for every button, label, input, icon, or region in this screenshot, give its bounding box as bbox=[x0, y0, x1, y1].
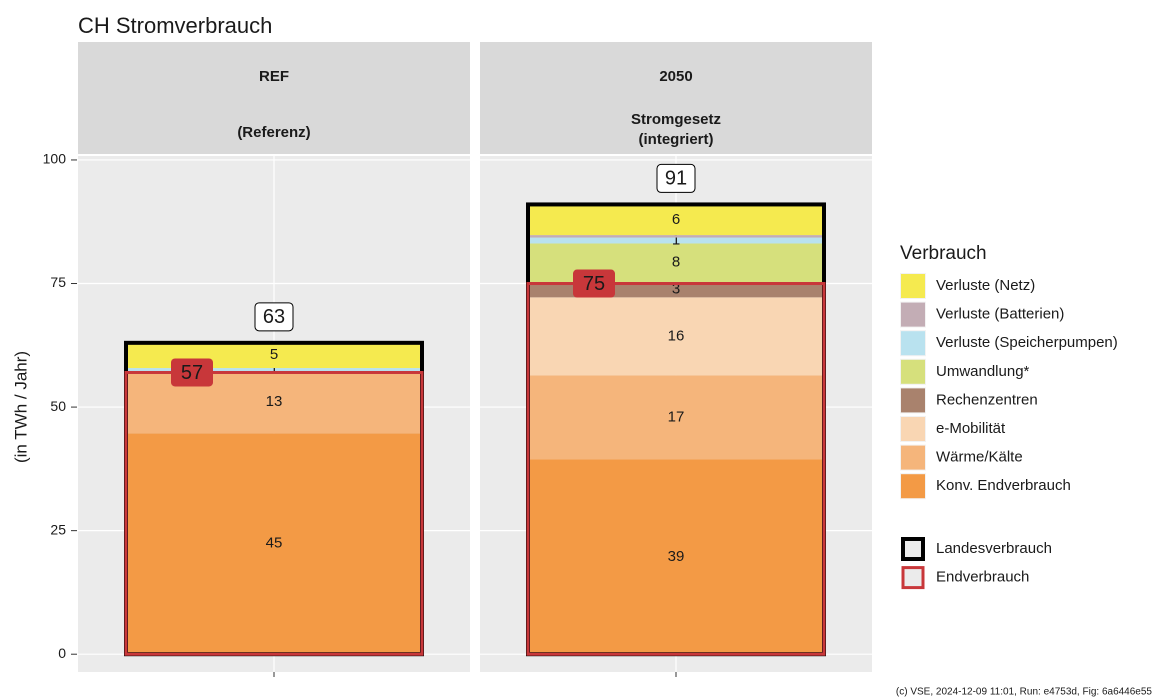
legend-label: Konv. Endverbrauch bbox=[936, 477, 1071, 494]
data-label: 6 bbox=[672, 211, 680, 228]
y-tick-label: 50 bbox=[50, 398, 66, 414]
legend-label: Verluste (Netz) bbox=[936, 277, 1035, 294]
strip-subtitle: (Referenz) bbox=[237, 124, 310, 141]
data-label: 8 bbox=[672, 254, 680, 271]
strip bbox=[480, 42, 872, 154]
legend-swatch bbox=[901, 359, 925, 384]
total-outline bbox=[526, 282, 826, 656]
end-label-box bbox=[171, 358, 213, 387]
legend-swatch bbox=[901, 417, 925, 441]
y-tick-label: 75 bbox=[50, 274, 66, 290]
strip-subtitle: (integriert) bbox=[639, 131, 714, 148]
y-tick-label: 100 bbox=[43, 151, 67, 167]
legend-swatch bbox=[901, 274, 925, 298]
data-label: 5 bbox=[270, 346, 278, 363]
bar-segment bbox=[126, 368, 422, 371]
data-label: 3 bbox=[672, 281, 680, 298]
legend-swatch bbox=[901, 537, 925, 561]
strip-subtitle: Stromgesetz bbox=[631, 111, 721, 128]
legend-label: Wärme/Kälte bbox=[936, 449, 1023, 466]
data-label: 17 bbox=[668, 408, 685, 425]
strip bbox=[78, 42, 470, 154]
legend-label: Endverbrauch bbox=[936, 569, 1029, 586]
legend-label: e-Mobilität bbox=[936, 420, 1006, 437]
end-label-box bbox=[573, 269, 615, 298]
legend-title: Verbrauch bbox=[900, 243, 987, 264]
data-label: 45 bbox=[266, 535, 283, 552]
legend-swatch bbox=[901, 566, 925, 590]
legend-swatch bbox=[901, 331, 925, 356]
legend-swatch bbox=[901, 388, 925, 413]
data-label: 39 bbox=[668, 548, 685, 565]
bar-segment bbox=[528, 375, 824, 460]
legend-swatch bbox=[901, 474, 925, 499]
end-label: 75 bbox=[583, 273, 605, 295]
strip-title: REF bbox=[259, 68, 289, 85]
data-label: 1 bbox=[672, 231, 680, 248]
legend-label: Umwandlung* bbox=[936, 363, 1030, 380]
bar-segment bbox=[528, 237, 824, 244]
data-label: 13 bbox=[266, 393, 283, 410]
legend-label: Verluste (Speicherpumpen) bbox=[936, 334, 1118, 351]
chart-title: CH Stromverbrauch bbox=[78, 13, 272, 38]
legend-label: Rechenzentren bbox=[936, 391, 1038, 408]
strip-title: 2050 bbox=[659, 68, 692, 85]
bar-segment bbox=[528, 204, 824, 236]
data-label: 1 bbox=[270, 360, 278, 377]
bar-segment bbox=[126, 433, 422, 655]
end-label: 57 bbox=[181, 362, 203, 384]
total-label: 91 bbox=[665, 168, 687, 190]
bar-segment bbox=[528, 459, 824, 655]
legend-label: Verluste (Batterien) bbox=[936, 306, 1064, 323]
total-label: 63 bbox=[263, 306, 285, 328]
total-label-box bbox=[254, 302, 294, 332]
legend-label: Landesverbrauch bbox=[936, 540, 1052, 557]
total-outline bbox=[124, 370, 424, 656]
total-label-box bbox=[656, 163, 696, 193]
legend-swatch bbox=[901, 302, 925, 327]
y-tick-label: 0 bbox=[58, 645, 66, 661]
y-tick-label: 25 bbox=[50, 521, 66, 537]
data-label: 16 bbox=[668, 327, 685, 344]
bar-segment bbox=[528, 235, 824, 238]
legend-swatch bbox=[901, 445, 925, 470]
caption: (c) VSE, 2024-12-09 11:01, Run: e4753d, … bbox=[896, 687, 1153, 698]
y-axis-label: (in TWh / Jahr) bbox=[11, 351, 30, 463]
bar-segment bbox=[528, 297, 824, 376]
